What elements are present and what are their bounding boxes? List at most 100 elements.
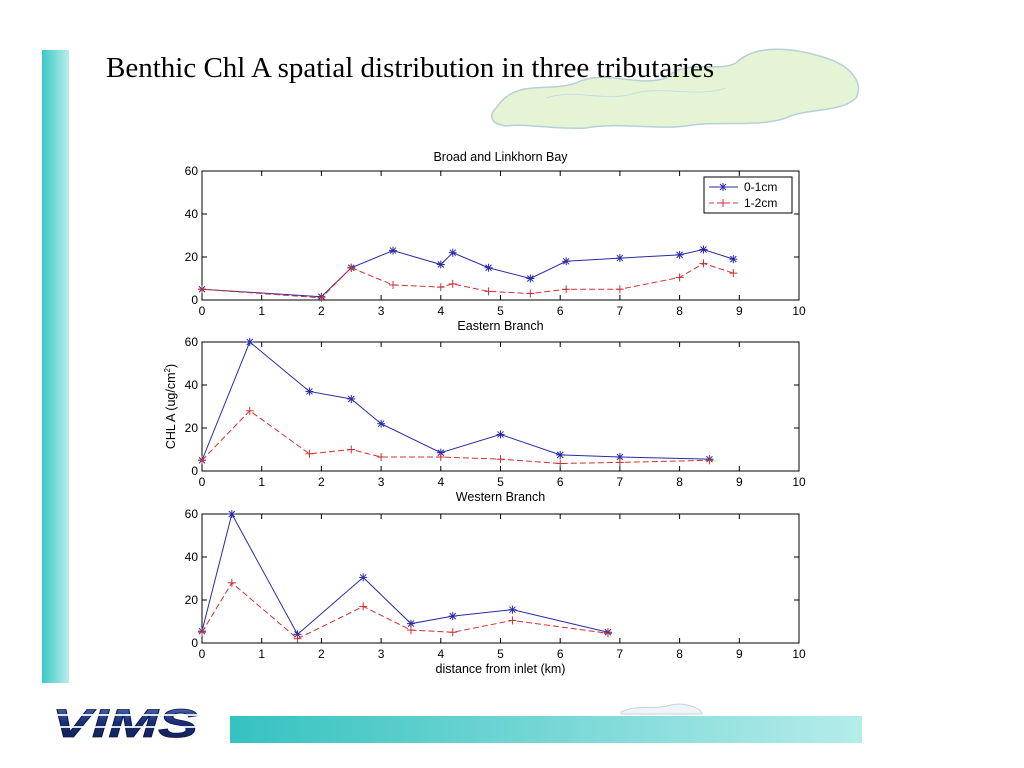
data-point-0-1cm: [305, 387, 314, 396]
x-axis-label: Eastern Branch: [457, 319, 543, 333]
vims-logo: VIMS: [52, 703, 199, 743]
x-tick-label: 10: [792, 647, 806, 661]
x-tick-label: 3: [378, 647, 385, 661]
plot-area: [201, 513, 800, 644]
x-tick-label: 8: [676, 475, 683, 489]
data-point-1-2cm: [508, 616, 517, 625]
data-point-1-2cm: [305, 449, 314, 458]
y-tick-label: 0: [191, 636, 198, 650]
data-point-1-2cm: [448, 628, 457, 637]
series-line-0-1cm: [201, 512, 609, 636]
data-point-1-2cm: [556, 459, 565, 468]
data-point-1-2cm: [496, 455, 505, 464]
data-point-0-1cm: [699, 245, 708, 254]
x-tick-label: 3: [378, 304, 385, 318]
x-tick-label: 7: [617, 304, 624, 318]
x-tick-label: 6: [557, 647, 564, 661]
data-point-1-2cm: [293, 634, 302, 643]
x-tick-label: 6: [557, 475, 564, 489]
data-point-0-1cm: [448, 612, 457, 621]
data-point-0-1cm: [675, 250, 684, 259]
plot-area: [201, 170, 800, 301]
x-tick-label: 9: [736, 647, 743, 661]
data-point-1-2cm: [347, 445, 356, 454]
x-tick-label: 0: [199, 304, 206, 318]
map-watermark-icon: [490, 48, 860, 130]
chart-broad-linkhorn-bay: 0 1 2 3 4 5 6 7 8 9 10 0 20 40 60 Broad and Linkhorn Ba…: [185, 150, 806, 333]
x-tick-label: 2: [318, 304, 325, 318]
data-point-0-1cm: [556, 450, 565, 459]
x-tick-label: 9: [736, 304, 743, 318]
data-point-0-1cm: [377, 419, 386, 428]
x-tick-label: 1: [258, 304, 265, 318]
data-point-1-2cm: [562, 285, 571, 294]
data-point-1-2cm: [729, 269, 738, 278]
footer-accent-bar: [230, 716, 862, 743]
data-point-0-1cm: [526, 274, 535, 283]
y-tick-label: 0: [191, 293, 198, 307]
x-tick-label: 2: [318, 475, 325, 489]
data-point-1-2cm: [448, 279, 457, 288]
data-point-1-2cm: [347, 263, 356, 272]
data-point-1-2cm: [484, 287, 493, 296]
data-point-0-1cm: [508, 605, 517, 614]
x-tick-label: 7: [617, 475, 624, 489]
x-tick-label: 10: [792, 304, 806, 318]
data-point-1-2cm: [377, 453, 386, 462]
x-tick-label: 4: [437, 304, 444, 318]
x-tick-label: 5: [497, 475, 504, 489]
data-point-1-2cm: [406, 626, 415, 635]
data-point-1-2cm: [198, 285, 206, 294]
x-tick-label: 6: [557, 304, 564, 318]
data-point-0-1cm: [729, 255, 738, 264]
data-point-0-1cm: [436, 260, 445, 269]
data-point-1-2cm: [198, 456, 206, 465]
x-axis-label: distance from inlet (km): [436, 662, 566, 676]
data-point-1-2cm: [245, 406, 254, 415]
y-tick-label: 0: [191, 464, 198, 478]
y-tick-label: 40: [185, 550, 199, 564]
data-point-0-1cm: [245, 338, 254, 346]
y-axis-label: CHL A (ug/cm2): [163, 364, 178, 449]
x-tick-label: 7: [617, 647, 624, 661]
x-tick-label: 4: [437, 475, 444, 489]
y-tick-label: 40: [185, 378, 199, 392]
y-tick-label: 40: [185, 207, 199, 221]
data-point-0-1cm: [562, 257, 571, 266]
x-tick-label: 1: [258, 647, 265, 661]
x-tick-label: 8: [676, 304, 683, 318]
x-axis-label: Western Branch: [456, 490, 545, 504]
y-tick-label: 20: [185, 593, 199, 607]
x-tick-label: 9: [736, 475, 743, 489]
legend: 0-1cm 1-2cm: [703, 176, 793, 214]
data-point-1-2cm: [699, 259, 708, 268]
data-point-1-2cm: [675, 273, 684, 282]
data-point-0-1cm: [359, 573, 368, 582]
x-tick-label: 5: [497, 304, 504, 318]
y-tick-label: 20: [185, 421, 199, 435]
legend-label: 0-1cm: [744, 180, 777, 194]
data-point-0-1cm: [406, 619, 415, 628]
logo-text: VIMS: [52, 703, 198, 743]
legend-label: 1-2cm: [744, 196, 777, 210]
data-point-1-2cm: [227, 578, 236, 587]
data-point-0-1cm: [227, 510, 236, 518]
y-tick-label: 60: [185, 164, 199, 178]
x-tick-label: 10: [792, 475, 806, 489]
data-point-1-2cm: [436, 283, 445, 292]
data-point-1-2cm: [615, 285, 624, 294]
x-tick-label: 3: [378, 475, 385, 489]
series-line-1-2cm: [201, 410, 710, 464]
data-point-1-2cm: [317, 293, 326, 302]
data-point-1-2cm: [198, 628, 206, 637]
data-point-0-1cm: [496, 430, 505, 439]
data-point-1-2cm: [615, 458, 624, 467]
data-point-1-2cm: [436, 453, 445, 462]
y-tick-label: 60: [185, 335, 199, 349]
x-tick-label: 2: [318, 647, 325, 661]
side-accent-bar: [42, 50, 69, 683]
x-tick-label: 4: [437, 647, 444, 661]
x-tick-label: 1: [258, 475, 265, 489]
data-point-0-1cm: [615, 254, 624, 263]
